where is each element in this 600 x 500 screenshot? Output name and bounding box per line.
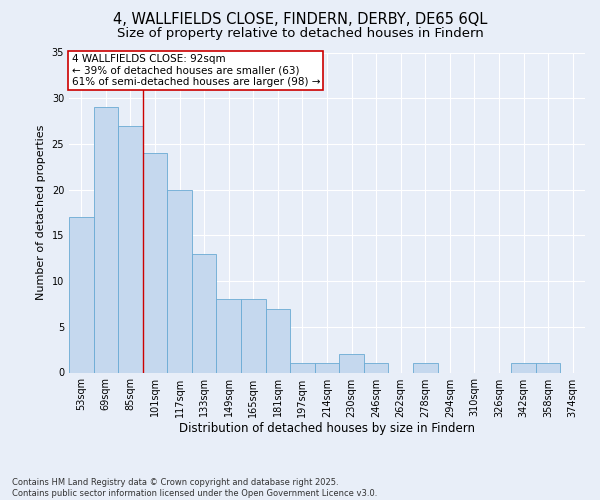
Bar bbox=[69, 217, 94, 372]
Text: 4 WALLFIELDS CLOSE: 92sqm
← 39% of detached houses are smaller (63)
61% of semi-: 4 WALLFIELDS CLOSE: 92sqm ← 39% of detac… bbox=[71, 54, 320, 88]
Bar bbox=[143, 153, 167, 372]
Bar bbox=[266, 308, 290, 372]
Bar bbox=[94, 108, 118, 372]
Bar bbox=[413, 364, 437, 372]
Y-axis label: Number of detached properties: Number of detached properties bbox=[36, 125, 46, 300]
Bar bbox=[339, 354, 364, 372]
Bar bbox=[192, 254, 217, 372]
Bar bbox=[241, 300, 266, 372]
Bar bbox=[290, 364, 315, 372]
Bar bbox=[167, 190, 192, 372]
Bar bbox=[118, 126, 143, 372]
Bar bbox=[511, 364, 536, 372]
Bar bbox=[217, 300, 241, 372]
Text: Size of property relative to detached houses in Findern: Size of property relative to detached ho… bbox=[116, 28, 484, 40]
Text: Contains HM Land Registry data © Crown copyright and database right 2025.
Contai: Contains HM Land Registry data © Crown c… bbox=[12, 478, 377, 498]
Text: 4, WALLFIELDS CLOSE, FINDERN, DERBY, DE65 6QL: 4, WALLFIELDS CLOSE, FINDERN, DERBY, DE6… bbox=[113, 12, 487, 28]
Bar bbox=[315, 364, 339, 372]
Bar bbox=[536, 364, 560, 372]
X-axis label: Distribution of detached houses by size in Findern: Distribution of detached houses by size … bbox=[179, 422, 475, 436]
Bar bbox=[364, 364, 388, 372]
